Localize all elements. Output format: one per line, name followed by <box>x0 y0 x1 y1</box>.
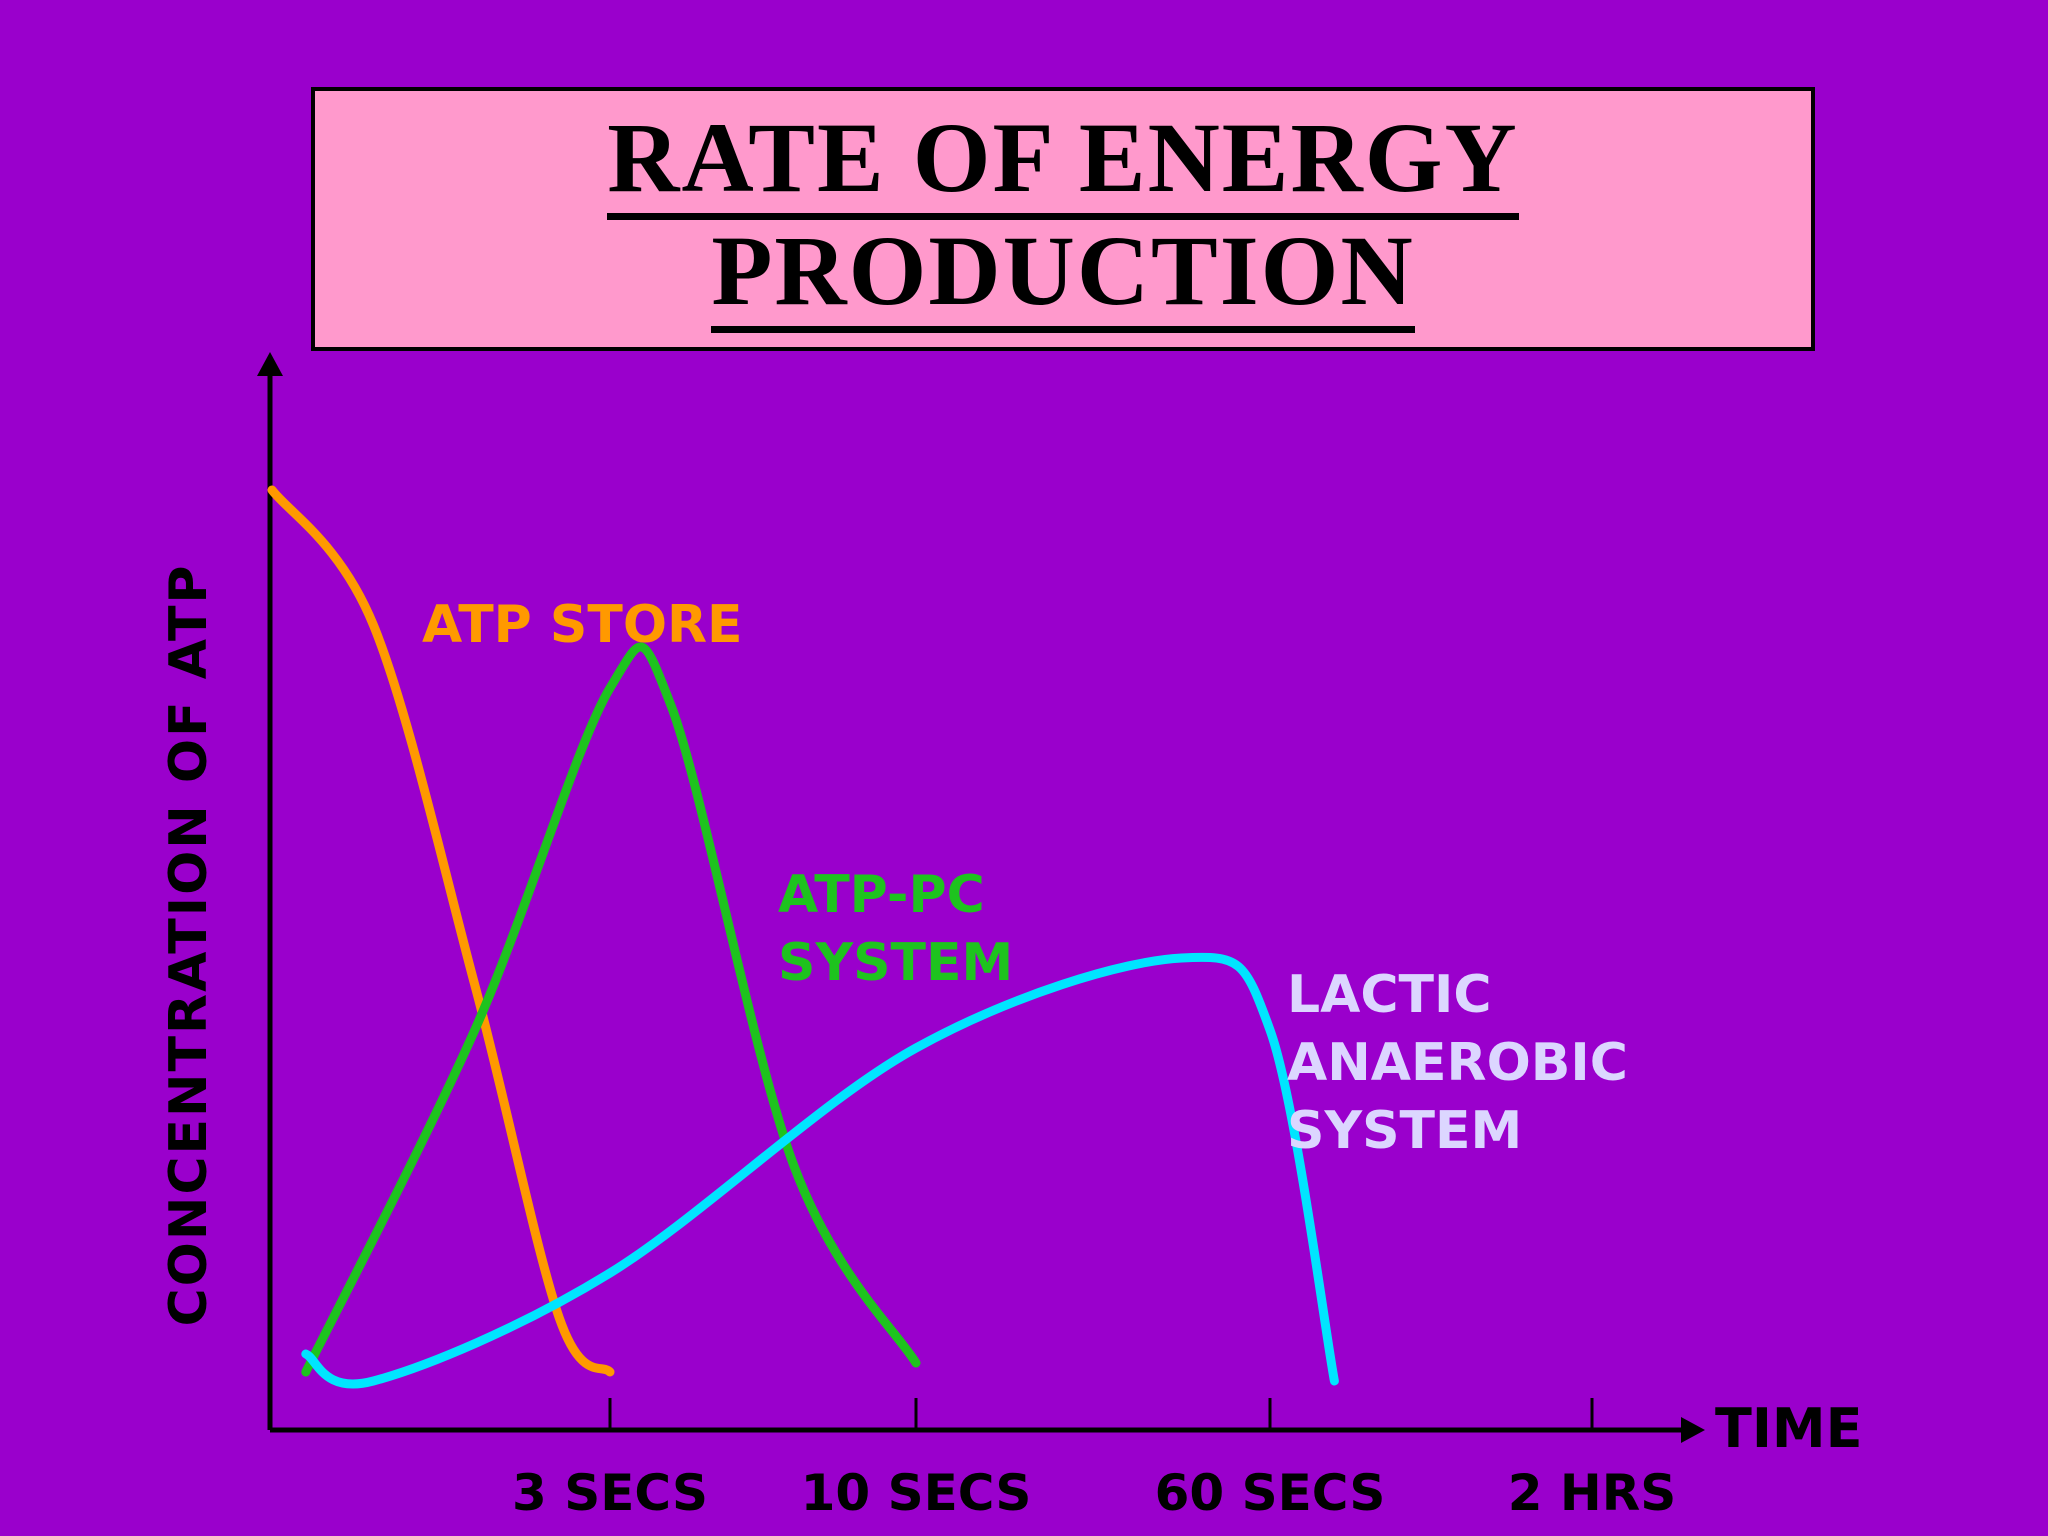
y-axis-label: CONCENTRATION OF ATP <box>159 563 219 1326</box>
x-axis-arrow-icon <box>1681 1417 1705 1443</box>
x-tick-label: 10 SECS <box>801 1464 1032 1522</box>
title-line-1: RATE OF ENERGY <box>607 107 1519 220</box>
x-tick-label: 3 SECS <box>512 1464 708 1522</box>
title-box: RATE OF ENERGY PRODUCTION <box>311 87 1815 351</box>
series-label-3: LACTIC <box>1287 965 1492 1025</box>
chart-labels: ATP STORE ATP-PC SYSTEM LACTIC ANAEROBIC SYST… <box>422 595 1628 1161</box>
x-tick-label: 2 HRS <box>1508 1464 1677 1522</box>
series-label-2: ATP-PC <box>778 865 985 925</box>
x-axis-label: TIME <box>1715 1397 1863 1460</box>
x-tick-label: 60 SECS <box>1155 1464 1386 1522</box>
series-label-3: SYSTEM <box>1287 1101 1522 1161</box>
series-line-3 <box>301 952 1339 1389</box>
series-line-2 <box>301 642 921 1377</box>
title-line-2: PRODUCTION <box>711 220 1415 333</box>
y-axis-arrow-icon <box>257 352 283 376</box>
series-label-2: SYSTEM <box>778 933 1013 993</box>
series-line-1 <box>267 485 615 1377</box>
series-label-1: ATP STORE <box>422 595 743 655</box>
chart-axes: 3 SECS 10 SECS 60 SECS 2 HRS TIME CONCENTRATI… <box>159 352 1863 1522</box>
chart-series <box>267 485 1339 1389</box>
series-label-3: ANAEROBIC <box>1287 1033 1628 1093</box>
